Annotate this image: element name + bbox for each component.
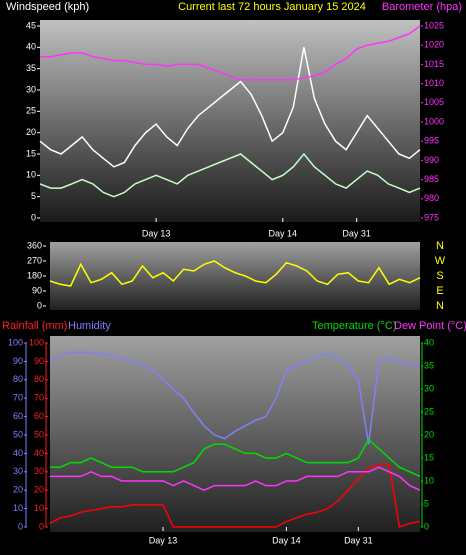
y-tick-label: 40	[34, 448, 44, 458]
y3-tick-label: 70	[13, 393, 23, 403]
y-tick-label: 40	[26, 42, 36, 52]
y2-tick-label: 20	[424, 429, 434, 439]
y-tick-label: 10	[34, 503, 44, 513]
y2-tick-label: 1025	[424, 20, 444, 30]
series-line	[49, 351, 420, 445]
x-tick-label: Day 31	[344, 535, 373, 545]
x-tick-label: Day 14	[269, 228, 298, 238]
legend-entry: Rainfall (mm)	[2, 320, 67, 332]
x-tick-label: Day 14	[272, 535, 301, 545]
y-tick-label: 0	[37, 300, 42, 310]
y-tick-label: 360	[27, 240, 42, 250]
y-tick-label: 30	[26, 84, 36, 94]
plot-bg	[40, 20, 420, 222]
y-tick-label: 90	[34, 356, 44, 366]
y2-tick-label: 15	[424, 452, 434, 462]
y2-label: Barometer (hpa)	[382, 1, 462, 13]
plot-bg	[50, 336, 420, 532]
y-tick-label: 5	[31, 191, 36, 201]
direction-label: N	[436, 300, 444, 312]
y2-tick-label: 5	[424, 498, 429, 508]
y-tick-label: 25	[26, 106, 36, 116]
y2-tick-label: 985	[424, 174, 439, 184]
y-tick-label: 270	[27, 255, 42, 265]
y2-tick-label: 1010	[424, 78, 444, 88]
y2-tick-label: 10	[424, 475, 434, 485]
x-tick-label: Day 31	[342, 228, 371, 238]
y-tick-label: 100	[29, 337, 44, 347]
direction-label: S	[436, 270, 443, 282]
legend-entry: Temperature (°C)	[312, 320, 396, 332]
series-line	[39, 152, 421, 198]
legend-entry: Humidity	[68, 320, 111, 332]
x-tick-label: Day 13	[149, 535, 178, 545]
y3-tick-label: 50	[13, 429, 23, 439]
y-tick-label: 35	[26, 63, 36, 73]
y2-tick-label: 0	[424, 521, 429, 531]
plot-bg	[50, 242, 420, 310]
y-tick-label: 30	[34, 466, 44, 476]
legend-entry: Dew Point (°C)	[394, 320, 466, 332]
y2-tick-label: 990	[424, 155, 439, 165]
y-tick-label: 10	[26, 170, 36, 180]
y-tick-label: 20	[26, 127, 36, 137]
y2-tick-label: 25	[424, 406, 434, 416]
y-tick-label: 20	[34, 485, 44, 495]
series-line	[50, 438, 421, 478]
series-line	[39, 47, 421, 168]
y-tick-label: 90	[32, 285, 42, 295]
y3-tick-label: 20	[13, 485, 23, 495]
y3-tick-label: 30	[13, 466, 23, 476]
y-tick-label: 50	[34, 429, 44, 439]
y2-tick-label: 40	[424, 337, 434, 347]
y3-tick-label: 80	[13, 374, 23, 384]
y3-tick-label: 60	[13, 411, 23, 421]
y-tick-label: 180	[27, 270, 42, 280]
y2-tick-label: 980	[424, 193, 439, 203]
y2-tick-label: 995	[424, 136, 439, 146]
series-line	[50, 466, 421, 492]
series-line	[40, 25, 421, 81]
y3-tick-label: 100	[8, 337, 23, 347]
direction-label: E	[436, 285, 443, 297]
y2-tick-label: 1000	[424, 116, 444, 126]
y-tick-label: 15	[26, 148, 36, 158]
series-line	[49, 260, 421, 287]
y-tick-label: 80	[34, 374, 44, 384]
series-line	[49, 463, 421, 529]
y2-tick-label: 1015	[424, 59, 444, 69]
y-tick-label: 70	[34, 393, 44, 403]
x-tick-label: Day 13	[142, 228, 171, 238]
chart-title: Current last 72 hours January 15 2024	[178, 1, 366, 13]
y2-tick-label: 1005	[424, 97, 444, 107]
y-label: Windspeed (kph)	[6, 1, 89, 13]
direction-label: N	[436, 240, 444, 252]
y3-tick-label: 40	[13, 448, 23, 458]
y-tick-label: 60	[34, 411, 44, 421]
direction-label: W	[435, 255, 446, 267]
y2-tick-label: 30	[424, 383, 434, 393]
y2-tick-label: 1020	[424, 40, 444, 50]
y-tick-label: 0	[39, 521, 44, 531]
y3-tick-label: 90	[13, 356, 23, 366]
y-tick-label: 0	[31, 212, 36, 222]
y3-tick-label: 0	[18, 521, 23, 531]
y2-tick-label: 975	[424, 212, 439, 222]
y2-tick-label: 35	[424, 360, 434, 370]
y-tick-label: 45	[26, 20, 36, 30]
y3-tick-label: 10	[13, 503, 23, 513]
